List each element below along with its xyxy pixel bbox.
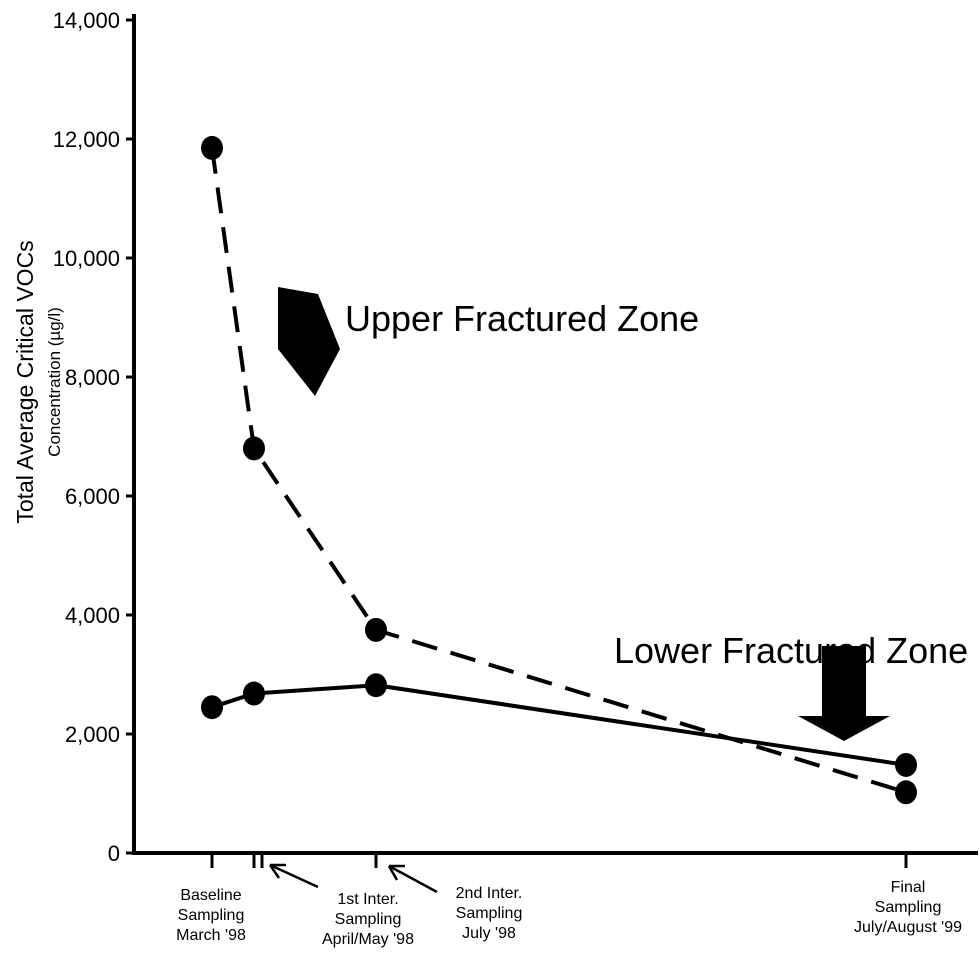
x-category-label: 1st Inter.	[337, 891, 398, 908]
data-point	[243, 681, 265, 706]
x-category-label: April/May '98	[322, 931, 414, 948]
category-labels: Baseline Sampling March '98 1st Inter. Sampl…	[176, 879, 962, 948]
lower-zone-arrow-icon	[798, 646, 890, 741]
x-category-label: July/August '99	[854, 919, 962, 936]
data-point	[895, 780, 917, 805]
series-line-upper-fractured-zone	[210, 147, 907, 795]
x-category-label: Sampling	[335, 911, 402, 928]
data-point	[201, 695, 223, 720]
lower-zone-label: Lower Fractured Zone	[614, 630, 968, 671]
data-point	[201, 135, 223, 160]
y-axis-subtitle: Concentration (µg/l)	[45, 307, 64, 457]
y-tick-label: 8,000	[65, 365, 120, 390]
category-pointer-arrows	[268, 863, 438, 894]
x-ticks	[210, 853, 908, 868]
pointer-arrow-1st-inter	[268, 863, 319, 889]
x-category-label: July '98	[462, 925, 516, 942]
x-category-label: Sampling	[456, 905, 523, 922]
data-point	[365, 617, 387, 642]
series-layer	[201, 135, 917, 805]
data-point	[243, 436, 265, 461]
x-category-label: 2nd Inter.	[456, 885, 523, 902]
y-axis-title: Total Average Critical VOCs	[12, 240, 38, 523]
x-category-label: Sampling	[875, 899, 942, 916]
upper-zone-arrow-icon	[278, 287, 340, 396]
pointer-arrow-2nd-inter	[387, 864, 438, 894]
x-category-label: March '98	[176, 927, 246, 944]
y-tick-label: 4,000	[65, 603, 120, 628]
y-tick-label: 14,000	[53, 8, 120, 33]
y-ticks: 0 2,000 4,000 6,000 8,000 10,000 12,000 14,000	[53, 8, 134, 866]
data-point	[895, 752, 917, 777]
x-category-label: Final	[891, 879, 926, 896]
series-line-lower-fractured-zone	[211, 683, 907, 767]
upper-zone-label: Upper Fractured Zone	[345, 298, 699, 339]
data-point	[365, 673, 387, 698]
y-tick-label: 12,000	[53, 127, 120, 152]
x-category-label: Sampling	[178, 907, 245, 924]
x-category-label: Baseline	[180, 887, 241, 904]
y-tick-label: 10,000	[53, 246, 120, 271]
y-tick-label: 6,000	[65, 484, 120, 509]
y-tick-label: 0	[108, 841, 120, 866]
y-tick-label: 2,000	[65, 722, 120, 747]
